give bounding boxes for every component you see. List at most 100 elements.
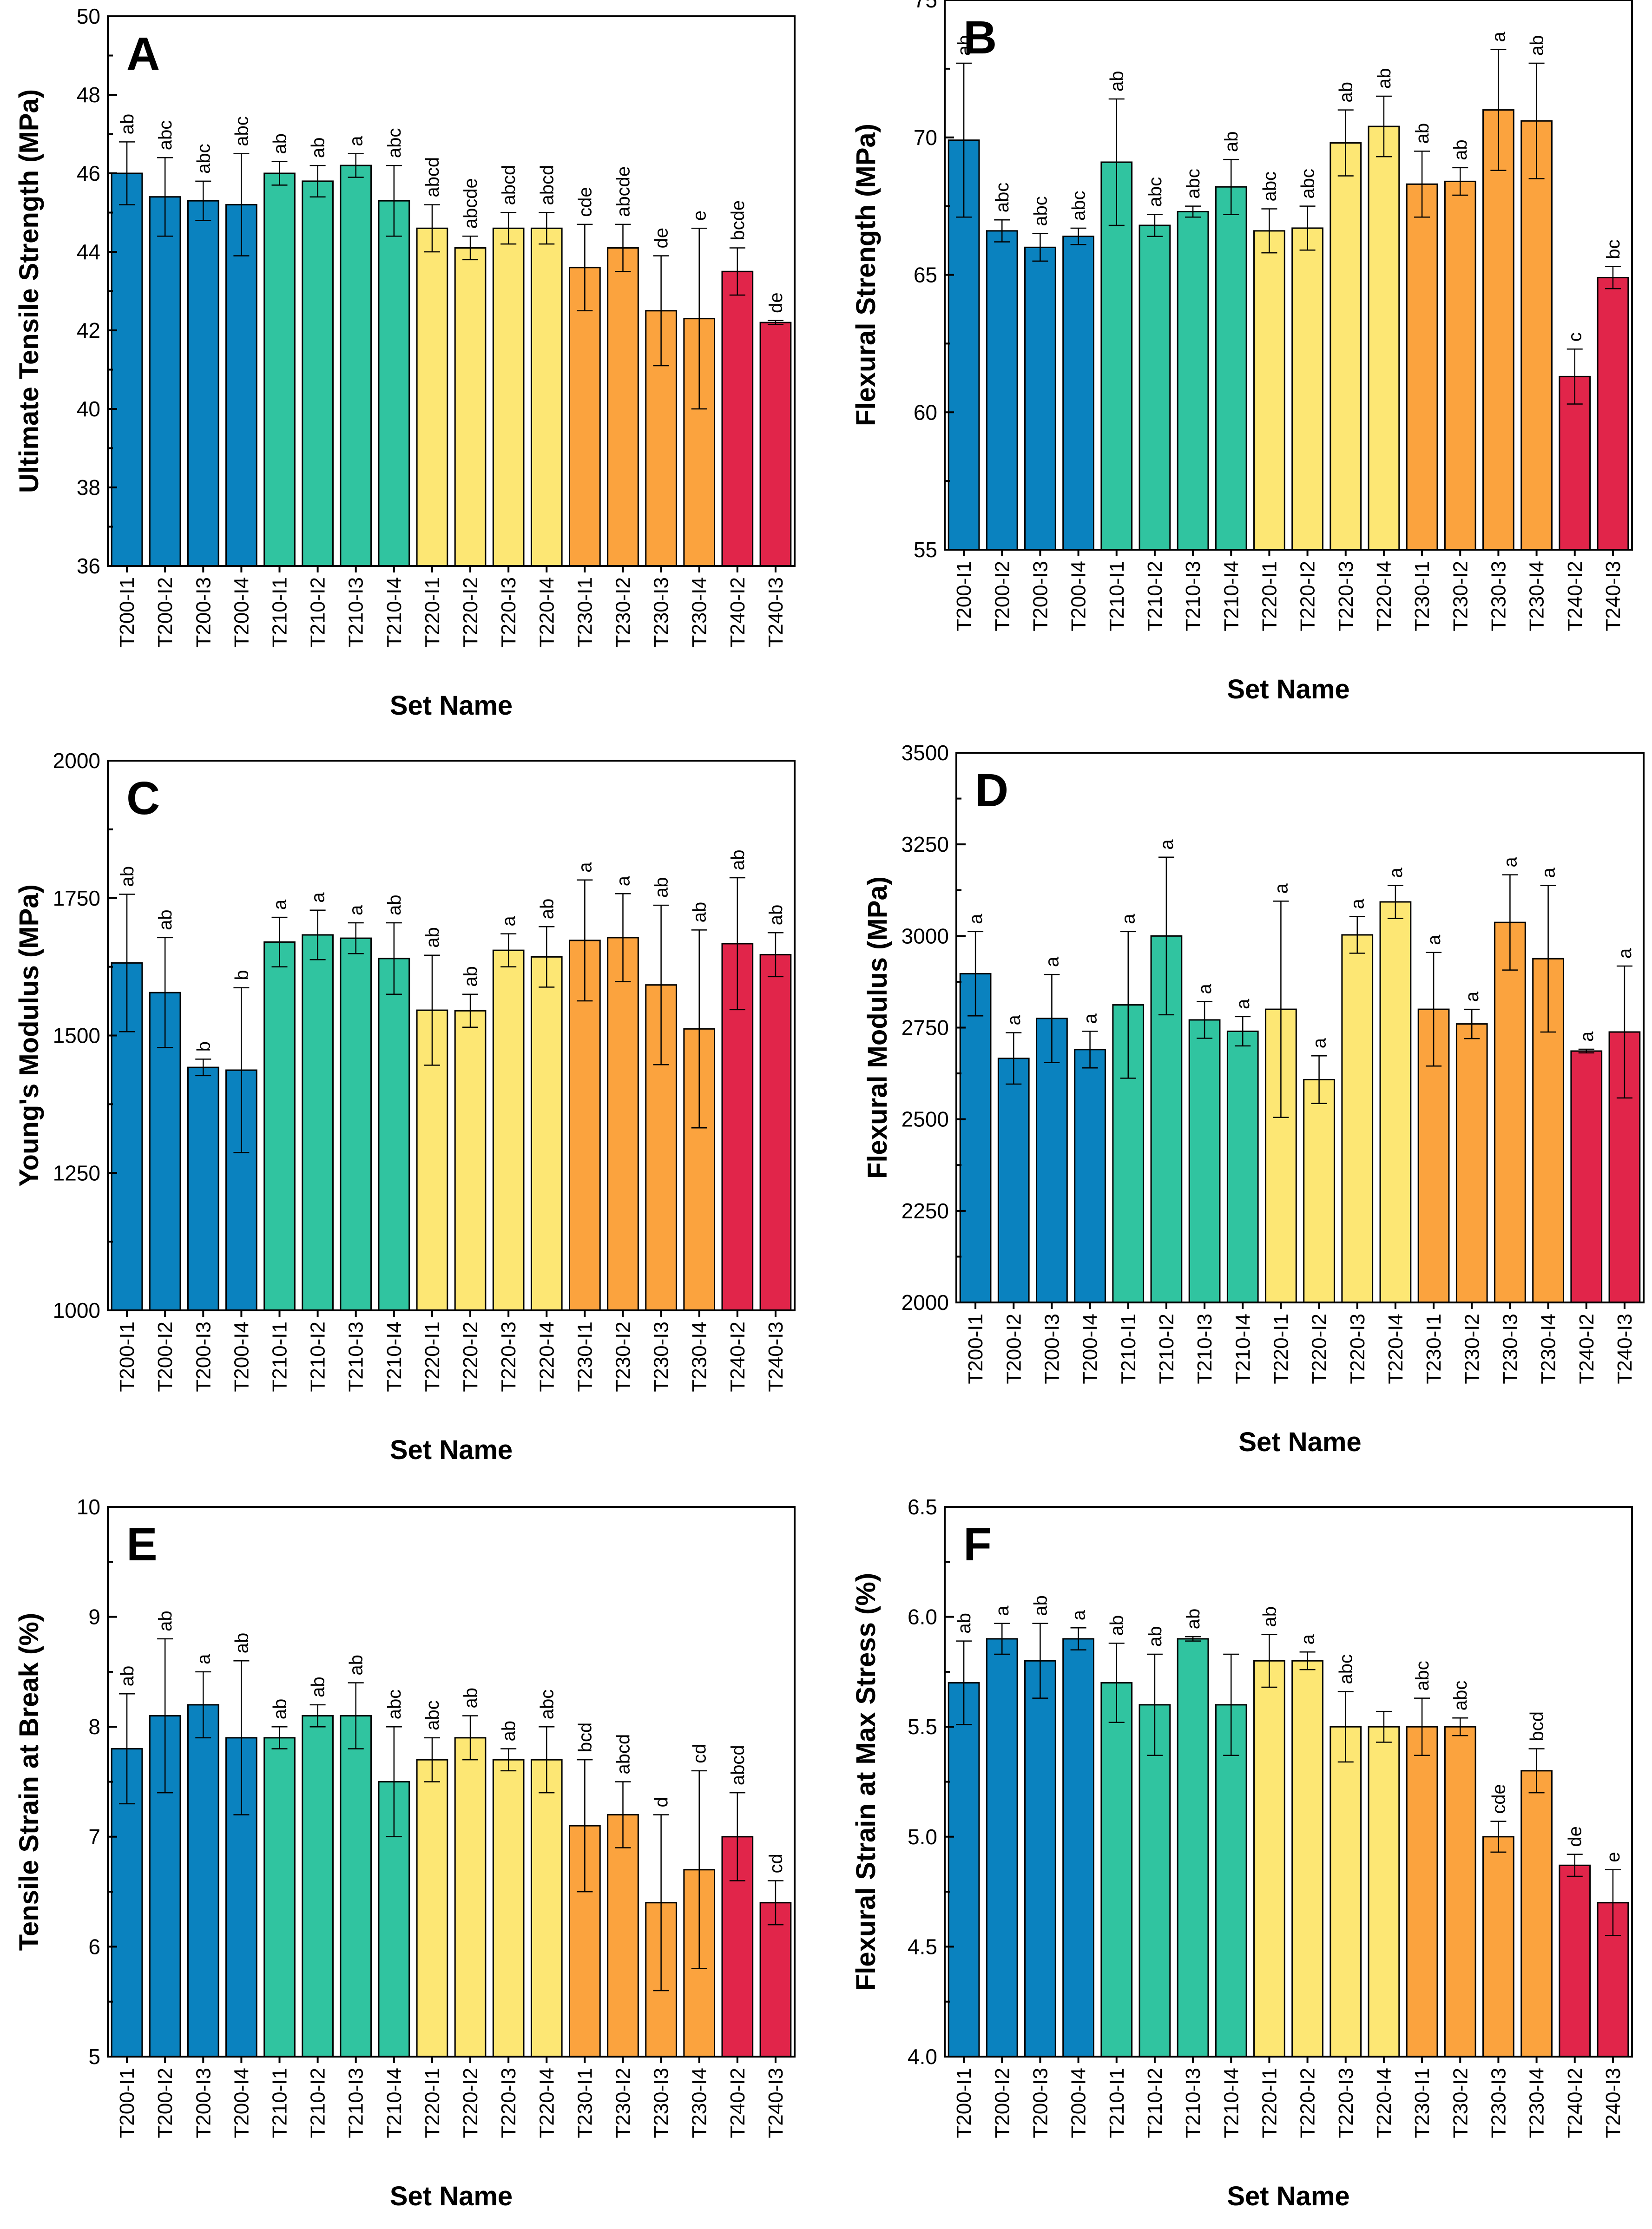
bar	[302, 1715, 334, 2058]
significance-letter: a	[1233, 999, 1253, 1009]
x-tick-label: T220-I2	[459, 2068, 482, 2138]
bar	[340, 1715, 372, 2058]
bar	[1177, 1638, 1209, 2058]
x-tick-label: T230-I2	[612, 2068, 635, 2138]
significance-letter: ab	[1107, 71, 1127, 92]
y-tick-label: 1250	[53, 1161, 100, 1185]
significance-letter: ab	[346, 1655, 367, 1676]
bar	[416, 227, 448, 567]
significance-letter: a	[346, 905, 367, 915]
bar	[607, 937, 639, 1311]
x-tick-label: T220-I2	[1297, 561, 1319, 631]
x-tick-label: T230-I2	[612, 1322, 635, 1392]
y-tick-label: 65	[914, 263, 937, 287]
y-axis-title: Flexural Strength (MPa)	[851, 124, 881, 426]
bar	[1291, 227, 1323, 551]
bar	[1303, 1078, 1335, 1303]
x-tick-label: T200-I3	[192, 2068, 215, 2138]
bar	[1559, 1864, 1591, 2058]
x-tick-label: T230-I1	[573, 2068, 596, 2138]
bar	[1100, 161, 1133, 551]
y-tick-label: 5	[88, 2045, 100, 2069]
significance-letter: cd	[690, 1744, 710, 1763]
bar	[1494, 921, 1526, 1303]
bar	[1597, 276, 1629, 551]
x-tick-label: T210-I4	[383, 577, 406, 648]
significance-letter: abc	[1450, 1681, 1471, 1711]
x-tick-label: T230-I2	[612, 577, 635, 648]
bar	[959, 973, 992, 1303]
x-tick-label: T210-I4	[1231, 1314, 1254, 1384]
bar	[454, 1010, 487, 1311]
bar	[302, 180, 334, 567]
bar	[378, 958, 410, 1311]
x-tick-label: T240-I2	[726, 577, 749, 648]
x-tick-label: T240-I3	[764, 577, 787, 648]
bar	[1188, 1019, 1221, 1303]
bar	[569, 267, 601, 567]
x-tick-label: T220-I2	[459, 1322, 482, 1392]
y-tick-label: 60	[914, 400, 937, 424]
bar	[1482, 109, 1514, 551]
bar	[492, 227, 525, 567]
significance-letter: c	[1565, 332, 1586, 342]
y-tick-label: 7	[88, 1825, 100, 1849]
y-tick-label: 1750	[53, 886, 100, 910]
x-tick-label: T200-I2	[154, 1322, 177, 1392]
significance-letter: ab	[1336, 82, 1356, 103]
x-tick-label: T240-I3	[764, 1322, 787, 1392]
significance-letter: a	[1157, 839, 1177, 850]
bar	[1024, 246, 1056, 551]
significance-letter: a	[613, 875, 634, 886]
bar	[187, 1704, 219, 2058]
significance-letter: abc	[193, 144, 214, 174]
bar	[1062, 236, 1094, 551]
x-tick-label: T220-I1	[421, 2068, 444, 2138]
bar	[1379, 901, 1412, 1303]
panel-letter: E	[126, 1519, 158, 1571]
bar	[340, 937, 372, 1311]
y-axis-title: Flexural Modulus (MPa)	[862, 876, 893, 1179]
panel-letter: A	[126, 28, 160, 80]
x-tick-label: T200-I4	[230, 1322, 253, 1392]
y-tick-label: 3250	[902, 832, 949, 856]
bar	[1329, 1726, 1362, 2058]
bar	[607, 247, 639, 567]
bar	[111, 172, 143, 567]
x-tick-label: T210-I4	[1220, 2068, 1243, 2138]
x-tick-label: T200-I2	[1002, 1314, 1025, 1384]
x-tick-label: T230-I1	[573, 577, 596, 648]
bar	[1444, 180, 1476, 551]
significance-letter: abc	[1030, 196, 1051, 226]
y-tick-label: 8	[88, 1715, 100, 1739]
x-tick-label: T230-I1	[1422, 1314, 1445, 1384]
significance-letter: b	[231, 970, 252, 980]
x-tick-label: T220-I4	[1373, 561, 1395, 631]
significance-letter: ab	[1374, 68, 1395, 89]
x-axis-title: Set Name	[1238, 1427, 1361, 1457]
bar	[187, 1066, 219, 1311]
bar	[1406, 1726, 1438, 2058]
y-tick-label: 38	[77, 475, 100, 500]
bar	[416, 1759, 448, 2058]
significance-letter: a	[1424, 934, 1444, 945]
bar	[1570, 1050, 1603, 1303]
significance-letter: abcde	[461, 178, 481, 229]
significance-letter: abcd	[728, 1745, 748, 1785]
x-tick-label: T200-I3	[192, 577, 215, 648]
significance-letter: b	[193, 1041, 214, 1052]
x-tick-label: T240-I3	[1602, 561, 1625, 631]
significance-letter: a	[966, 914, 986, 924]
significance-letter: ab	[308, 138, 329, 158]
chart-panel-d: a a a a a a a a a a a a a a a a a a 2000 2250 2500 2750 3000 32…	[862, 741, 1645, 1457]
x-tick-label: T230-I3	[650, 1322, 673, 1392]
significance-letter: abc	[155, 120, 176, 151]
x-tick-label: T200-I2	[991, 2068, 1014, 2138]
x-tick-label: T220-I4	[535, 2068, 558, 2138]
significance-letter: a	[1500, 857, 1520, 868]
bar	[1139, 1704, 1171, 2058]
x-tick-label: T200-I4	[1079, 1314, 1102, 1384]
x-tick-label: T210-I2	[307, 1322, 329, 1392]
